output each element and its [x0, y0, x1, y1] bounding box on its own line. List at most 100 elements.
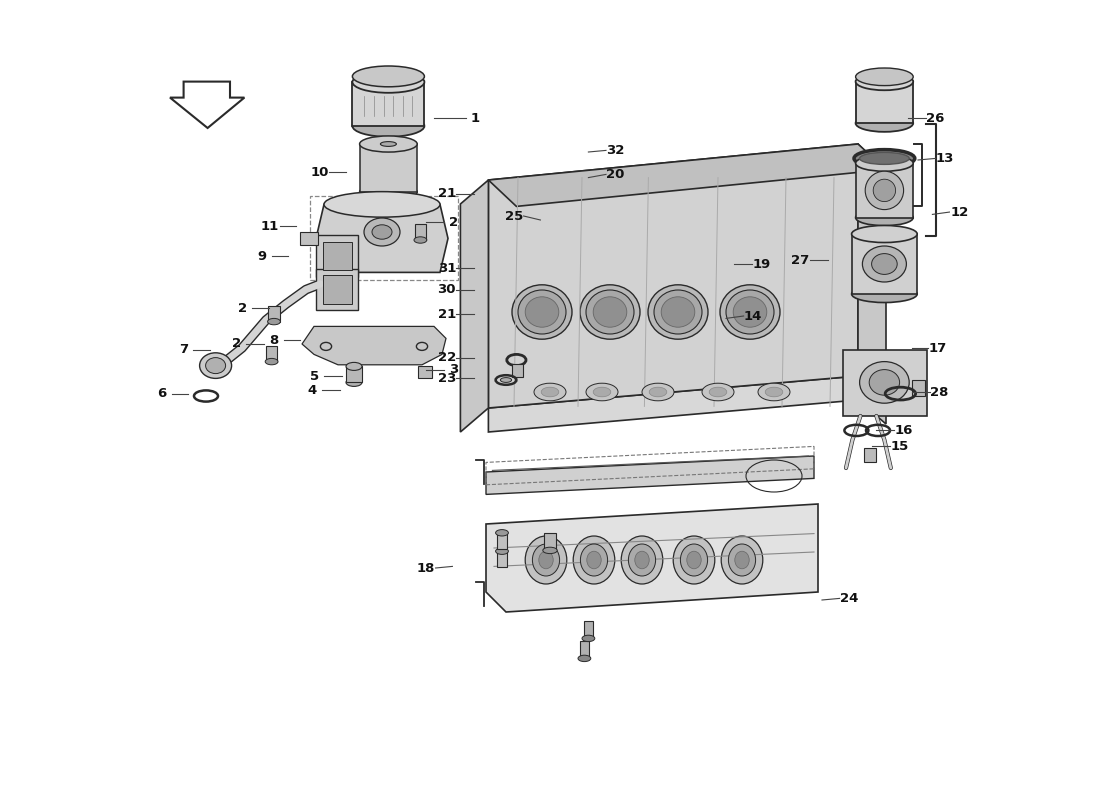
Ellipse shape [635, 551, 649, 569]
Bar [497, 551, 507, 567]
Ellipse shape [346, 362, 362, 370]
Bar [912, 380, 925, 396]
Ellipse shape [496, 548, 508, 554]
Ellipse shape [856, 114, 913, 132]
Bar [268, 306, 279, 322]
Ellipse shape [518, 290, 567, 334]
Ellipse shape [541, 387, 559, 397]
Polygon shape [488, 144, 886, 206]
Ellipse shape [728, 544, 756, 576]
Ellipse shape [580, 285, 640, 339]
Ellipse shape [720, 285, 780, 339]
Ellipse shape [581, 544, 607, 576]
Ellipse shape [360, 136, 417, 152]
Text: 31: 31 [438, 262, 456, 274]
Bar [317, 269, 358, 310]
Ellipse shape [681, 544, 707, 576]
Bar [580, 641, 590, 658]
Text: 5: 5 [310, 370, 319, 382]
Ellipse shape [586, 551, 602, 569]
Ellipse shape [206, 358, 225, 374]
Ellipse shape [869, 370, 900, 395]
Bar [856, 163, 913, 218]
Polygon shape [488, 376, 858, 432]
Ellipse shape [866, 171, 903, 210]
Text: 15: 15 [891, 440, 909, 453]
Ellipse shape [766, 387, 783, 397]
Ellipse shape [512, 285, 572, 339]
Polygon shape [486, 504, 818, 612]
Ellipse shape [873, 179, 895, 202]
Ellipse shape [621, 536, 663, 584]
Ellipse shape [586, 383, 618, 401]
Text: 20: 20 [606, 168, 625, 181]
Ellipse shape [642, 383, 674, 401]
Ellipse shape [593, 297, 627, 327]
Text: 28: 28 [931, 386, 949, 398]
Ellipse shape [360, 184, 417, 200]
Ellipse shape [525, 536, 566, 584]
Ellipse shape [726, 290, 774, 334]
Ellipse shape [542, 547, 558, 554]
Ellipse shape [871, 254, 898, 274]
Ellipse shape [324, 192, 440, 217]
Text: 8: 8 [270, 334, 278, 346]
Polygon shape [170, 82, 244, 128]
Ellipse shape [856, 68, 913, 86]
Ellipse shape [582, 635, 595, 642]
Polygon shape [488, 144, 858, 408]
Ellipse shape [856, 73, 913, 90]
Text: 4: 4 [308, 384, 317, 397]
Ellipse shape [199, 353, 232, 378]
Ellipse shape [414, 237, 427, 243]
Text: 21: 21 [438, 308, 455, 321]
Ellipse shape [654, 290, 702, 334]
Text: 2: 2 [450, 216, 459, 229]
Text: 21: 21 [438, 187, 455, 200]
Ellipse shape [862, 246, 906, 282]
Ellipse shape [267, 318, 280, 325]
Ellipse shape [661, 297, 695, 327]
Ellipse shape [628, 544, 656, 576]
Bar [512, 364, 522, 377]
Bar [317, 235, 358, 277]
Ellipse shape [346, 378, 362, 386]
Ellipse shape [686, 551, 701, 569]
Text: 17: 17 [928, 342, 947, 354]
Text: 22: 22 [438, 351, 455, 364]
Bar [843, 350, 927, 416]
Bar [266, 346, 277, 362]
Text: 2: 2 [232, 338, 241, 350]
Ellipse shape [734, 297, 767, 327]
Text: 24: 24 [840, 592, 858, 605]
Ellipse shape [539, 551, 553, 569]
Text: 11: 11 [261, 220, 279, 233]
Bar [865, 448, 876, 462]
Bar [300, 232, 318, 245]
Ellipse shape [856, 155, 913, 171]
Ellipse shape [586, 290, 634, 334]
Text: 32: 32 [606, 144, 625, 157]
Text: 14: 14 [744, 310, 762, 322]
Ellipse shape [352, 115, 425, 137]
Ellipse shape [496, 530, 508, 536]
Text: 16: 16 [894, 424, 913, 437]
Bar [346, 366, 362, 382]
Bar [584, 621, 593, 638]
Bar [322, 242, 352, 270]
Bar [322, 275, 352, 304]
Bar [415, 224, 426, 240]
Text: 3: 3 [449, 363, 458, 376]
Polygon shape [316, 205, 448, 272]
Ellipse shape [525, 297, 559, 327]
Ellipse shape [532, 544, 560, 576]
Ellipse shape [265, 358, 278, 365]
Ellipse shape [851, 226, 917, 242]
Text: 23: 23 [438, 372, 456, 385]
Ellipse shape [851, 286, 917, 302]
Polygon shape [858, 144, 886, 424]
Text: 25: 25 [505, 210, 524, 222]
Bar [544, 533, 556, 550]
Text: 27: 27 [791, 254, 810, 266]
Text: 13: 13 [936, 152, 955, 165]
